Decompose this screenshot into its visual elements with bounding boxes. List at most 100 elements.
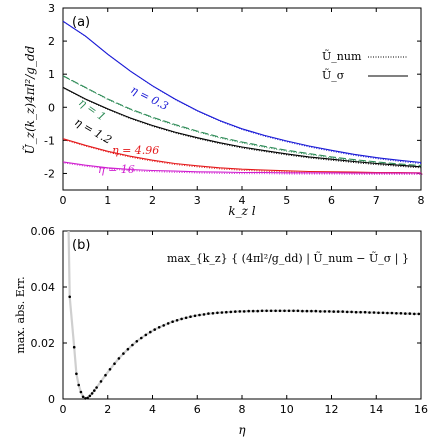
error-point bbox=[319, 310, 322, 313]
error-point bbox=[72, 345, 76, 349]
error-point bbox=[292, 309, 295, 313]
error-point bbox=[113, 362, 116, 366]
error-point bbox=[256, 309, 260, 313]
error-point bbox=[238, 310, 242, 313]
error-point bbox=[68, 295, 71, 299]
error-point bbox=[131, 343, 134, 347]
error-point bbox=[193, 314, 197, 318]
series-line-sigma-1 bbox=[62, 75, 422, 167]
error-point bbox=[122, 352, 125, 355]
panel-a-xlabel: k_z l bbox=[228, 204, 255, 218]
x-tick-label: 6 bbox=[194, 403, 201, 416]
y-tick-label: 0 bbox=[48, 393, 55, 406]
y-tick-label: 2 bbox=[48, 35, 55, 48]
label-eta-1-2: η = 1.2 bbox=[73, 115, 114, 146]
x-tick-label: 1 bbox=[104, 194, 111, 207]
legend-entry-sigma: Ũ_σ bbox=[322, 68, 345, 82]
error-point bbox=[336, 310, 340, 313]
error-point bbox=[225, 310, 228, 314]
error-point bbox=[301, 309, 304, 313]
x-tick-label: 4 bbox=[149, 403, 156, 416]
x-tick-label: 0 bbox=[60, 194, 67, 207]
error-point bbox=[162, 324, 165, 327]
panel-b-x-ticks: 0 2 4 6 8 10 12 14 16 bbox=[60, 231, 428, 416]
x-tick-label: 8 bbox=[418, 194, 425, 207]
error-point bbox=[269, 309, 273, 313]
error-point bbox=[189, 315, 192, 319]
error-point bbox=[93, 389, 96, 392]
y-tick-label: -2 bbox=[44, 167, 55, 180]
panel-b-xlabel: η bbox=[238, 423, 246, 437]
error-point bbox=[265, 309, 268, 313]
error-point bbox=[251, 309, 255, 313]
x-tick-label: 3 bbox=[194, 194, 201, 207]
error-point bbox=[90, 392, 94, 395]
error-point bbox=[149, 330, 152, 334]
error-point bbox=[180, 317, 183, 321]
series-line-num-4 bbox=[64, 162, 423, 175]
error-point bbox=[211, 312, 215, 315]
error-point bbox=[108, 368, 112, 371]
error-point bbox=[368, 311, 371, 314]
panel-b-title: max_{k_z} { (4πl²/g_dd) | Ũ_num − Ũ_σ | … bbox=[167, 251, 409, 266]
error-point bbox=[117, 357, 121, 360]
label-eta-16: η = 16 bbox=[98, 163, 135, 176]
panel-a: 0 1 2 3 4 5 6 7 8 -2 -1 0 1 2 3 (a) k_z l Ũ_z(k_z)4πl… bbox=[22, 2, 425, 218]
y-tick-label: 0.02 bbox=[31, 337, 56, 350]
error-point bbox=[408, 312, 412, 315]
x-tick-label: 12 bbox=[325, 403, 339, 416]
error-point bbox=[144, 333, 148, 337]
error-point bbox=[381, 311, 385, 315]
series-line-sigma-2 bbox=[62, 86, 422, 168]
error-point bbox=[247, 309, 250, 313]
error-point bbox=[95, 386, 98, 389]
panel-a-series bbox=[62, 20, 423, 175]
panel-b-ylabel: max. abs. Err. bbox=[14, 276, 27, 353]
error-point bbox=[198, 313, 201, 317]
error-point bbox=[310, 309, 313, 313]
error-point bbox=[404, 312, 407, 315]
x-tick-label: 4 bbox=[239, 194, 246, 207]
x-tick-label: 2 bbox=[149, 194, 156, 207]
x-tick-label: 16 bbox=[414, 403, 428, 416]
series-line-num-2 bbox=[64, 88, 423, 169]
error-point bbox=[274, 309, 277, 313]
error-point bbox=[314, 309, 318, 313]
error-point bbox=[79, 390, 83, 394]
y-tick-label: 0 bbox=[48, 101, 55, 114]
error-point bbox=[77, 383, 80, 387]
error-point bbox=[390, 311, 394, 315]
x-tick-label: 0 bbox=[60, 403, 67, 416]
panel-b: 0 2 4 6 8 10 12 14 16 0 0.02 0.04 0.06 (b) max_{k_z… bbox=[14, 225, 428, 437]
error-point bbox=[283, 309, 286, 313]
series-line-sigma-3 bbox=[62, 138, 422, 174]
error-point bbox=[399, 312, 403, 315]
error-point bbox=[359, 310, 362, 314]
error-point bbox=[417, 312, 421, 316]
error-point bbox=[328, 310, 331, 313]
error-point bbox=[341, 310, 345, 313]
error-point bbox=[153, 328, 156, 331]
error-point bbox=[229, 310, 233, 314]
error-point bbox=[242, 310, 246, 313]
x-tick-label: 5 bbox=[283, 194, 290, 207]
error-point bbox=[354, 310, 358, 314]
legend: Ũ_num Ũ_σ bbox=[322, 49, 408, 82]
x-tick-label: 7 bbox=[373, 194, 380, 207]
error-point bbox=[207, 312, 210, 315]
error-point bbox=[413, 312, 416, 316]
error-point bbox=[377, 311, 380, 315]
x-tick-label: 6 bbox=[328, 194, 335, 207]
panel-a-ylabel: Ũ_z(k_z)4πl²/g_dd bbox=[22, 45, 37, 154]
series-line-sigma-0 bbox=[62, 20, 422, 164]
error-point bbox=[260, 309, 264, 313]
error-point bbox=[171, 320, 174, 324]
x-tick-label: 8 bbox=[239, 403, 246, 416]
error-point bbox=[278, 309, 282, 313]
error-point bbox=[81, 395, 85, 399]
error-point bbox=[126, 347, 130, 351]
error-point bbox=[166, 322, 170, 325]
error-point bbox=[220, 311, 224, 314]
y-tick-label: -1 bbox=[44, 134, 55, 147]
error-point bbox=[305, 309, 309, 313]
